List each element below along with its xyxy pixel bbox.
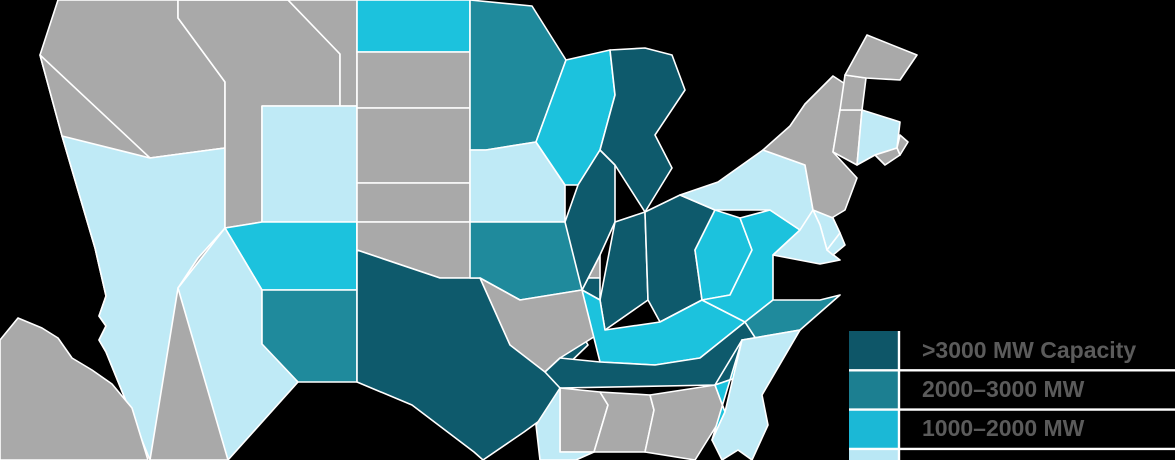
svg-text:2000–3000 MW: 2000–3000 MW [922, 376, 1085, 402]
svg-text:1000–2000 MW: 1000–2000 MW [922, 415, 1085, 441]
svg-text:>3000 MW Capacity: >3000 MW Capacity [922, 337, 1136, 363]
